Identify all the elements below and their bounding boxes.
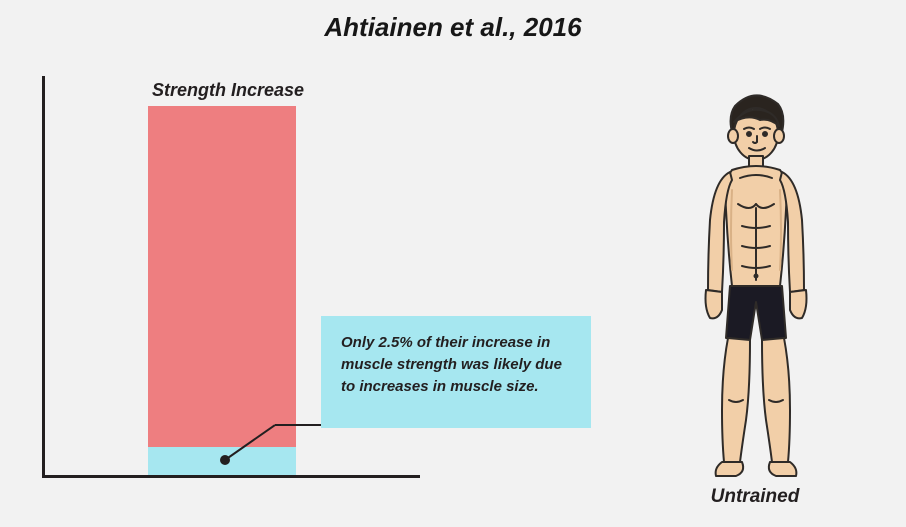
y-axis (42, 76, 45, 478)
callout-connector (275, 424, 321, 426)
title: Ahtiainen et al., 2016 (0, 12, 906, 43)
chart-axis-label: Strength Increase (152, 80, 304, 101)
callout-box: Only 2.5% of their increase in muscle st… (321, 316, 591, 428)
strength-bar (148, 106, 296, 475)
bar-segment-other (148, 106, 296, 447)
x-axis (42, 475, 420, 478)
person-illustration (680, 90, 830, 480)
figure-caption: Untrained (685, 486, 825, 508)
